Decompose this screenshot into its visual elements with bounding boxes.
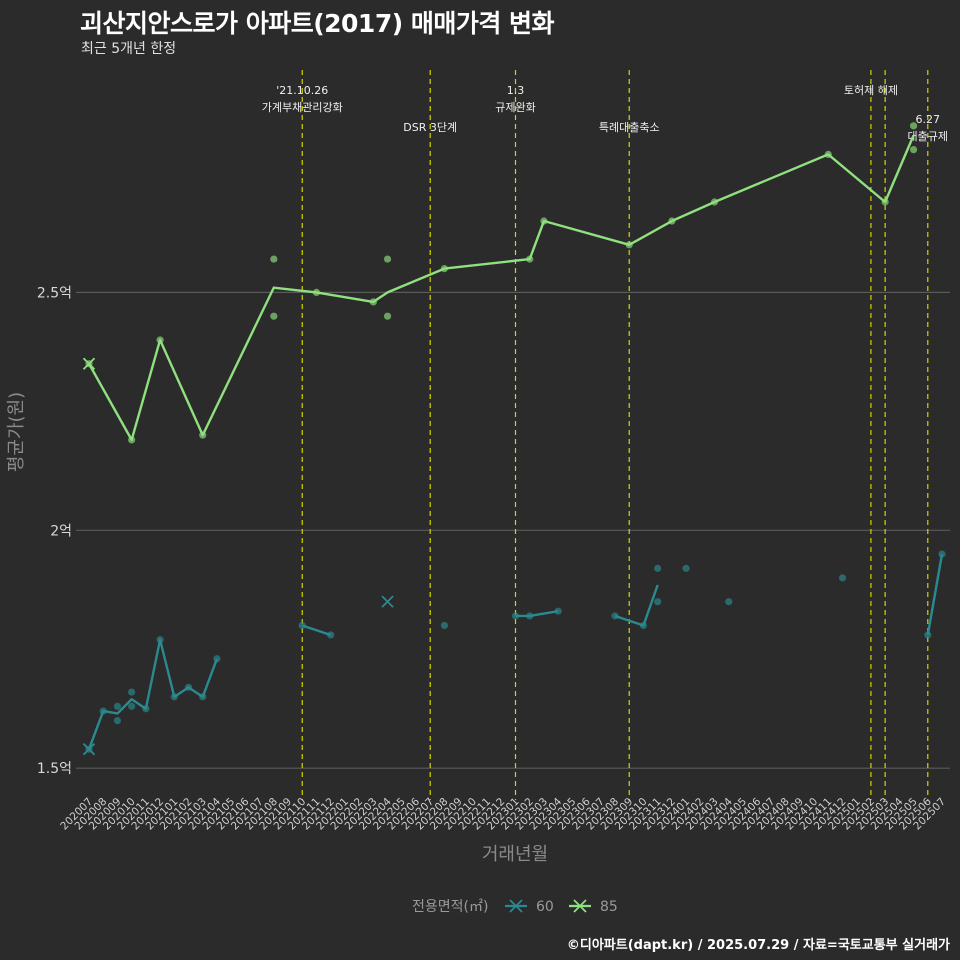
series-60-point [142, 705, 150, 713]
series-60-point [924, 631, 932, 639]
series-60-x-marker [82, 743, 96, 756]
event-label: 가계부채관리강화 [262, 101, 343, 114]
series-60-point [128, 688, 136, 696]
y-tick-label: 2억 [50, 523, 72, 539]
series-60-point [611, 612, 619, 620]
series-85-point [270, 312, 278, 320]
series-85-point [199, 431, 207, 439]
chart-title: 괴산지안스로가 아파트(2017) 매매가격 변화 [80, 9, 555, 38]
series-85-point [383, 255, 392, 263]
series-60-point [113, 717, 122, 725]
series-85-point [881, 198, 889, 206]
event-label: 규제완화 [495, 101, 535, 114]
series-85-point [909, 122, 918, 130]
series-85-point [668, 217, 676, 225]
series-60-point [128, 702, 136, 710]
series-60-point [654, 598, 662, 606]
series-60-point [156, 636, 164, 644]
grid-layer [76, 291, 950, 769]
chart-subtitle: 최근 5개년 한정 [81, 41, 177, 57]
x-axis: 2020072020082020092020102020112020122021… [58, 795, 948, 832]
series-60-point [725, 598, 733, 606]
series-60-point [938, 550, 946, 558]
series-60-point [440, 621, 449, 630]
series-85-point [824, 150, 832, 159]
event-label: 토허제 해제 [844, 83, 898, 97]
series-85-point [383, 312, 392, 320]
series-60-line [926, 553, 944, 636]
series-60-point [184, 683, 193, 691]
series-85-point [156, 336, 164, 344]
series-85-x-marker [82, 357, 96, 370]
legend-85-marker [573, 899, 587, 913]
series-60-point [113, 702, 122, 710]
series-85-point [270, 255, 278, 263]
series-60-line [301, 624, 332, 637]
series-85-point [526, 255, 534, 263]
source-caption: ©디아파트(dapt.kr) / 2025.07.29 / 자료=국토교통부 실… [566, 938, 950, 953]
series-60-point [838, 574, 847, 582]
series-60-point [170, 693, 178, 701]
event-label: 6.27 [916, 113, 941, 126]
series-85-point [312, 288, 321, 296]
series-85-point [625, 241, 633, 249]
y-axis: 1.5억 2억 2.5억 [37, 285, 72, 777]
series-85-point [128, 436, 136, 444]
event-label: 1.3 [507, 84, 525, 97]
series-60-point [554, 607, 562, 615]
x-axis-title: 거래년월 [482, 844, 548, 865]
series-85-point [369, 298, 377, 306]
series-85-point [440, 265, 449, 273]
event-label: '21.10.26 [276, 84, 328, 97]
series-60-line [87, 638, 219, 750]
legend-60-label: 60 [536, 899, 554, 915]
series-85-point [540, 217, 548, 225]
series-60-point [213, 655, 221, 663]
series-85-point [909, 146, 918, 154]
legend-title: 전용면적(㎡) [412, 899, 488, 915]
series-60-point [327, 631, 335, 639]
series-60-point [526, 612, 534, 620]
event-label: 대출규제 [908, 130, 948, 143]
series-layer [82, 122, 946, 756]
series-85-point [710, 198, 719, 206]
legend-60-marker [509, 899, 523, 913]
series-60-point [682, 564, 690, 572]
series-60-point [639, 621, 648, 630]
y-tick-label: 2.5억 [37, 285, 72, 301]
series-60-point [298, 621, 306, 630]
series-60-point [199, 693, 207, 701]
event-label: DSR 3단계 [403, 121, 457, 134]
series-60-point [99, 707, 107, 715]
y-tick-label: 1.5억 [37, 761, 72, 777]
series-60-point [511, 612, 520, 620]
y-axis-title: 평균가(원) [6, 392, 27, 472]
event-label: 특례대출축소 [599, 121, 660, 134]
series-60-line [515, 610, 559, 618]
series-60-line [614, 584, 659, 627]
series-60-x-marker [381, 595, 394, 608]
series-85-line [87, 134, 915, 442]
legend-85-label: 85 [600, 899, 618, 915]
legend: 전용면적(㎡) 60 85 [412, 899, 618, 915]
series-60-point [654, 564, 662, 572]
